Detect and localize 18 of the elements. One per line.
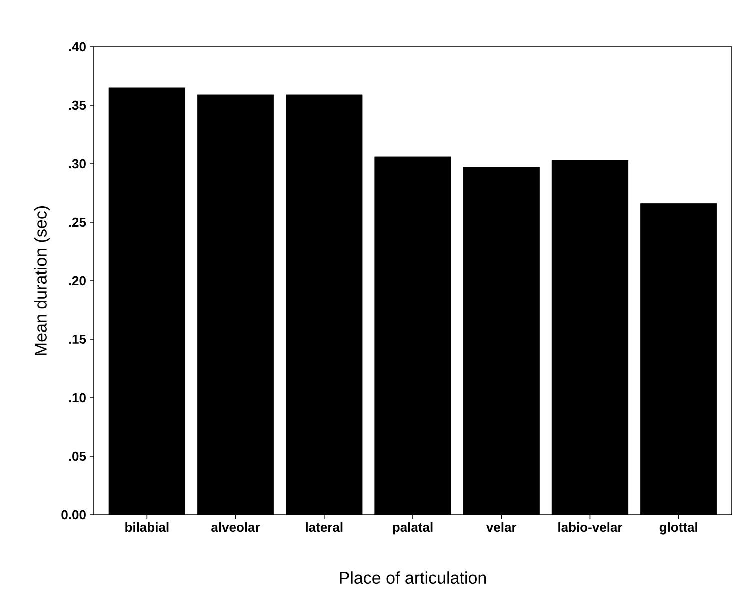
x-tick-label: palatal: [393, 522, 433, 535]
y-tick-label: .30: [69, 159, 86, 169]
x-tick-label: bilabial: [126, 522, 169, 532]
y-tick-label: .05: [69, 452, 86, 462]
x-tick-label: alveolar: [212, 522, 260, 532]
y-tick-label: .40: [69, 42, 86, 52]
x-tick-label: glottal: [660, 522, 698, 535]
y-tick-label: .25: [69, 218, 86, 228]
x-tick-label: labio-velar: [558, 522, 623, 532]
x-tick-label: velar: [486, 522, 517, 532]
y-tick-label: .10: [69, 393, 86, 403]
x-tick-label: lateral: [306, 522, 343, 532]
y-tick-label: .20: [69, 276, 86, 286]
y-tick-label: .15: [69, 334, 86, 344]
x-axis-title: Place of articulation: [340, 572, 486, 584]
y-tick-label: .35: [69, 100, 86, 110]
y-tick-label: 0.00: [62, 510, 86, 520]
y-axis-title: Mean duration (sec): [34, 206, 50, 356]
